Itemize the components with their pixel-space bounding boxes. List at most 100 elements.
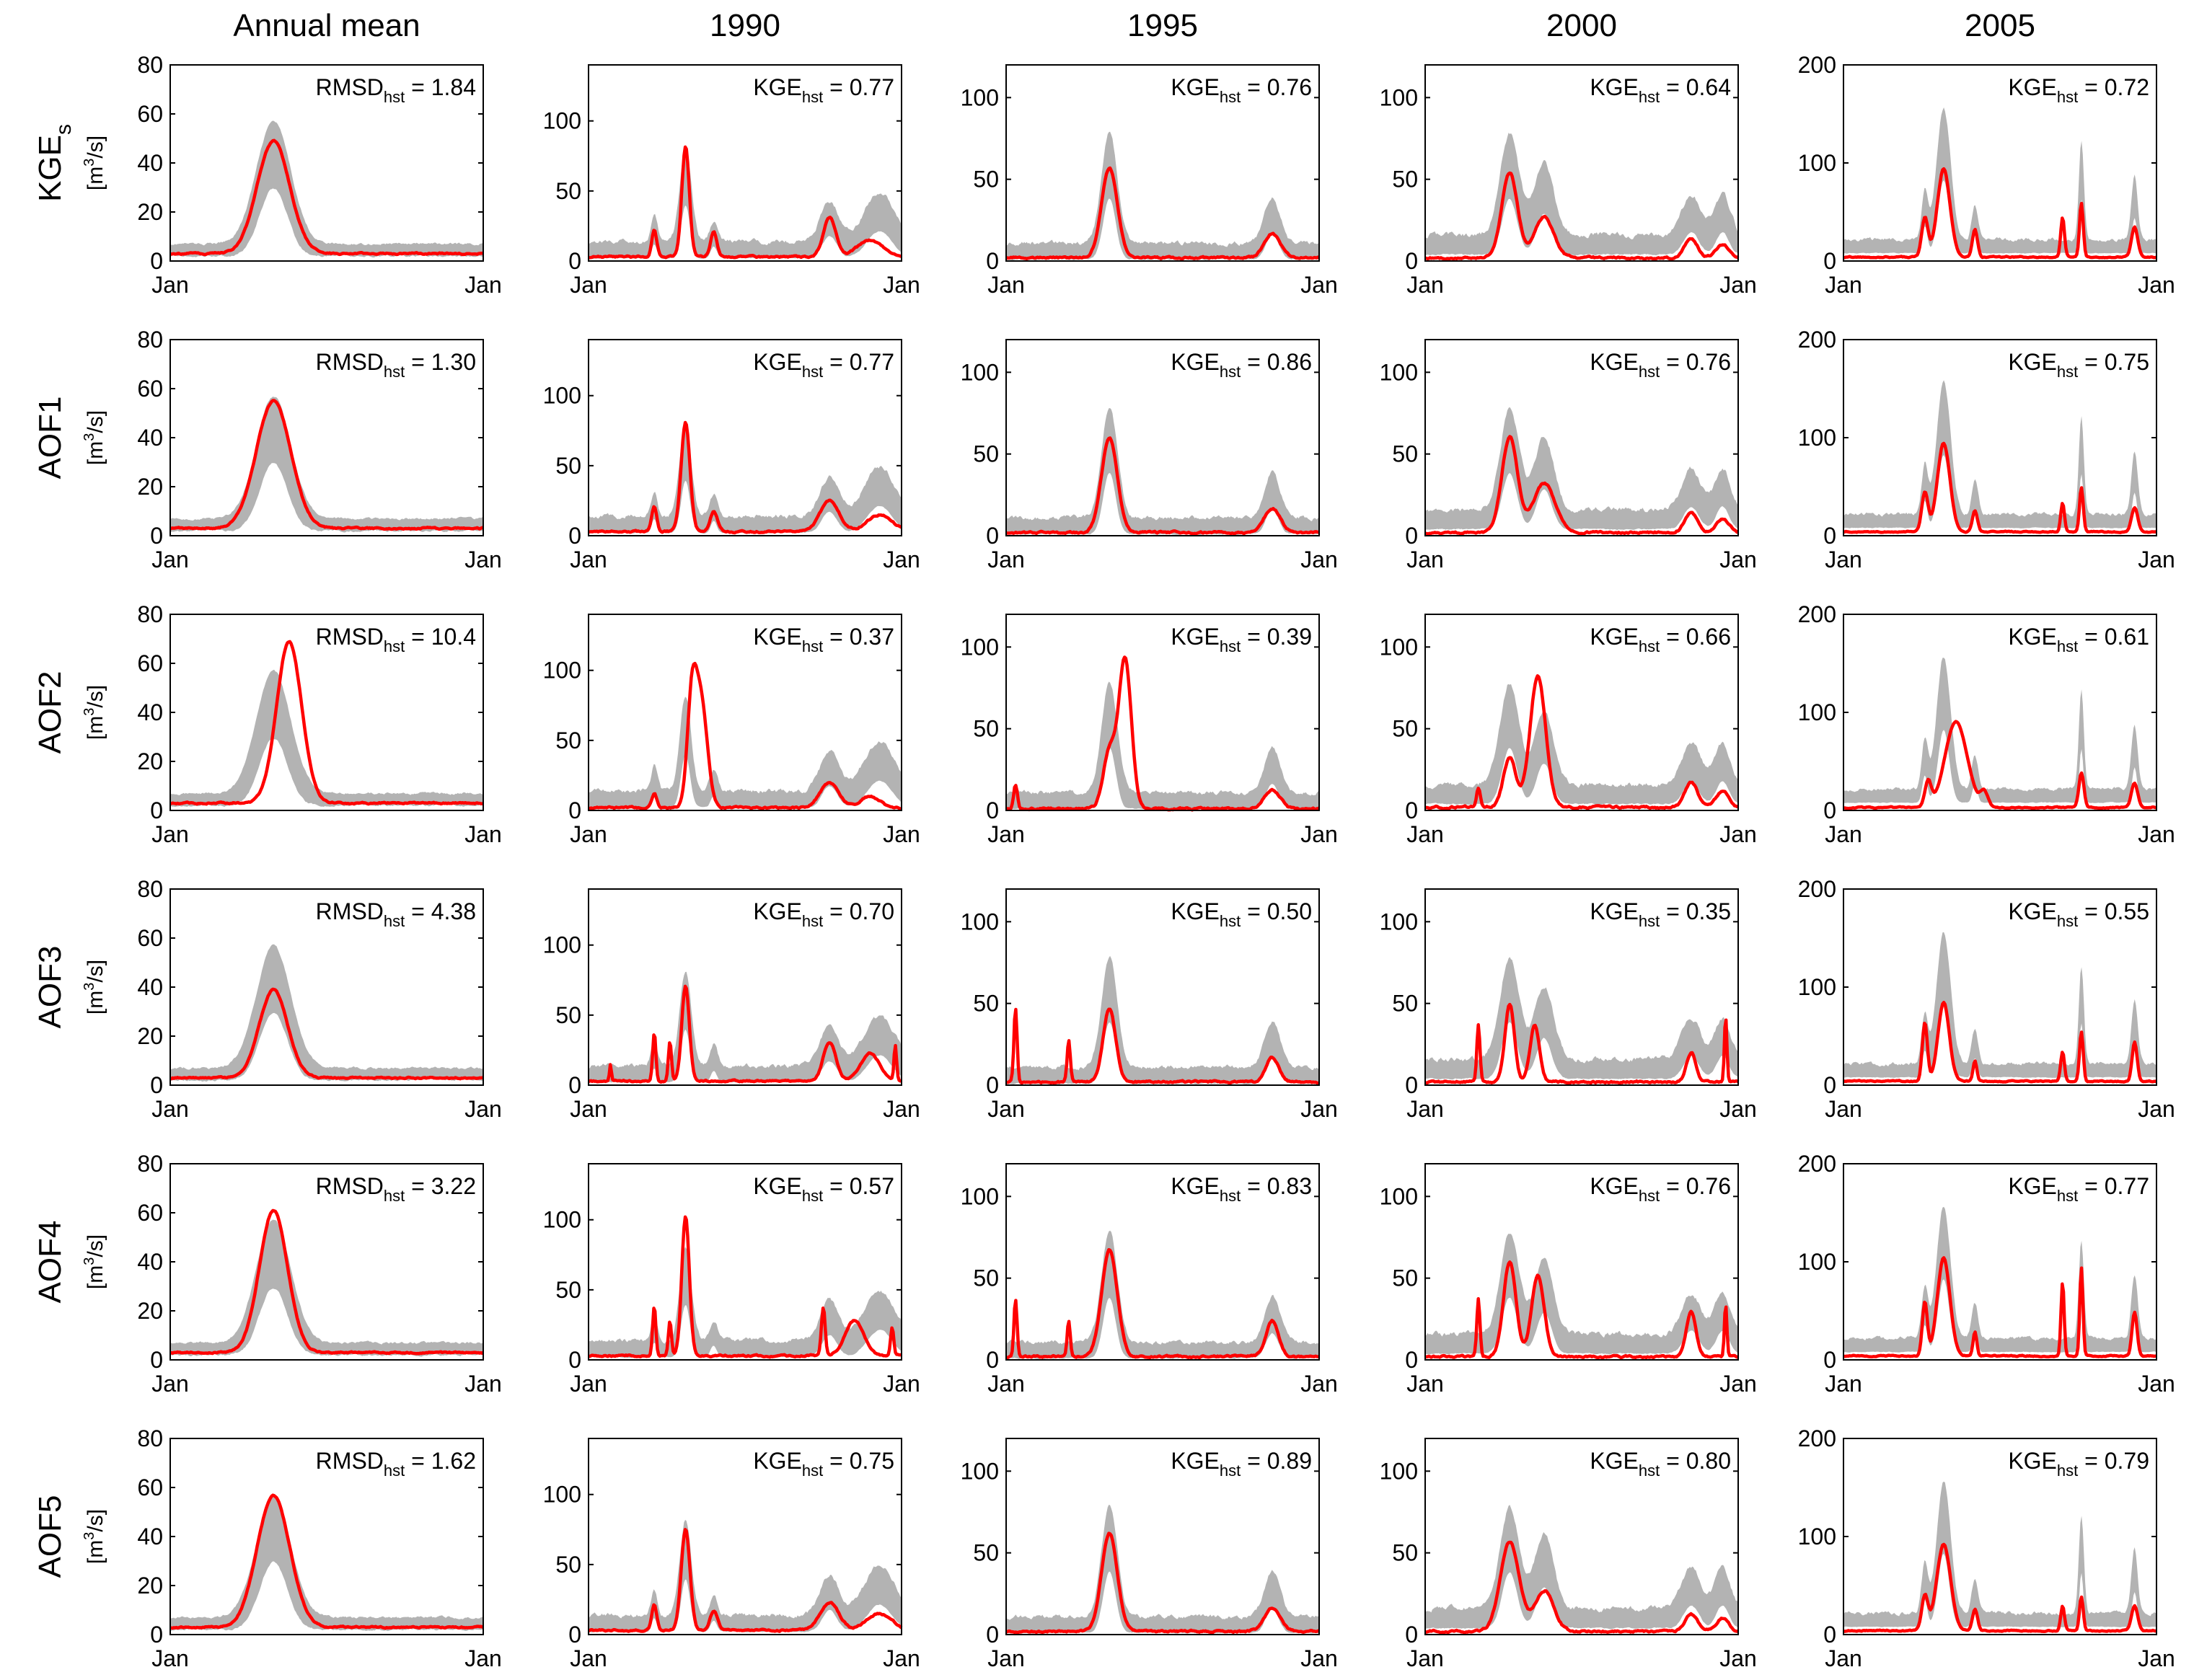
metric-subscript: hst [2057, 363, 2078, 381]
panel-r5-c0: 0 20 40 60 80 Jan Jan RMSDhst = 1.62 [137, 1425, 501, 1671]
y-axis-label-text: [m3/s] [81, 1509, 107, 1564]
x-tick-label: Jan [151, 1645, 189, 1671]
x-tick-label: Jan [2138, 1645, 2175, 1671]
y-tick-label: 100 [1380, 1183, 1418, 1209]
y-tick-label: 50 [555, 1277, 581, 1303]
discharge-line [588, 1215, 902, 1359]
uncertainty-band [1425, 407, 1738, 531]
y-tick-label: 0 [150, 1072, 163, 1098]
discharge-line [588, 661, 902, 811]
metric-value: = 0.86 [1241, 349, 1312, 375]
x-tick-label: Jan [1825, 272, 1862, 298]
metric-subscript: hst [384, 88, 405, 106]
discharge-line [169, 987, 484, 1081]
y-axis-label: [m3/s] [81, 1234, 107, 1289]
discharge-line [169, 138, 484, 257]
uncertainty-band [170, 397, 483, 533]
panel-r5-c3: 0 50 100 Jan Jan KGEhst = 0.80 [1380, 1438, 1757, 1671]
y-tick-label: 60 [137, 925, 163, 951]
metric-subscript: hst [384, 363, 405, 381]
y-tick-label: 60 [137, 1475, 163, 1500]
metric-subscript: hst [1220, 637, 1241, 655]
panel-r4-c0: 0 20 40 60 80 Jan Jan RMSDhst = 3.22 [137, 1151, 501, 1397]
y-tick-label: 0 [568, 523, 581, 549]
x-tick-label: Jan [1406, 547, 1444, 572]
metric-value: = 0.66 [1660, 624, 1731, 650]
metric-subscript: hst [1639, 1462, 1660, 1480]
x-tick-label: Jan [570, 547, 607, 572]
panel-r2-c4: 0 100 200 Jan Jan KGEhst = 0.61 [1798, 601, 2175, 847]
x-tick-label: Jan [464, 272, 502, 298]
uncertainty-band [1425, 133, 1738, 256]
y-tick-label: 100 [543, 658, 581, 684]
metric-annotation: KGEhst = 0.80 [1590, 1448, 1731, 1480]
uncertainty-band [589, 1519, 902, 1633]
panel-r3-c0: 0 20 40 60 80 Jan Jan RMSDhst = 4.38 [137, 876, 501, 1122]
metric-annotation: KGEhst = 0.76 [1590, 349, 1731, 381]
panel-r2-c1: 0 50 100 Jan Jan KGEhst = 0.37 [543, 614, 920, 847]
discharge-line [1005, 436, 1320, 536]
uncertainty-band [1843, 1481, 2156, 1627]
metric-value: = 10.4 [405, 624, 476, 650]
axes-frame [1005, 888, 1320, 1086]
uncertainty-band [1425, 1234, 1738, 1355]
y-axis-label-superscript: 3 [81, 983, 97, 991]
y-axis-label-superscript: 3 [81, 1532, 97, 1540]
metric-value: = 0.76 [1660, 349, 1731, 375]
row-label-text: AOF2 [32, 671, 68, 754]
x-tick-label: Jan [2138, 272, 2175, 298]
metric-subscript: hst [2057, 88, 2078, 106]
x-tick-label: Jan [987, 821, 1025, 847]
discharge-line [169, 399, 484, 531]
y-tick-label: 100 [1798, 1524, 1836, 1549]
y-tick-label: 100 [1798, 974, 1836, 1000]
row-label: AOF5 [32, 1495, 68, 1578]
metric-annotation: KGEhst = 0.83 [1171, 1173, 1312, 1205]
y-tick-label: 0 [986, 797, 999, 823]
y-tick-label: 50 [973, 716, 999, 742]
y-axis-label: [m3/s] [81, 685, 107, 740]
y-tick-label: 100 [1380, 359, 1418, 385]
panel-r1-c4: 0 100 200 Jan Jan KGEhst = 0.75 [1798, 327, 2175, 572]
discharge-line [1843, 1256, 2157, 1359]
metric-annotation: RMSDhst = 1.62 [316, 1448, 476, 1480]
y-tick-label: 80 [137, 876, 163, 902]
y-tick-label: 20 [137, 474, 163, 500]
discharge-line [1843, 441, 2157, 534]
discharge-line [587, 1528, 903, 1633]
discharge-line [1843, 167, 2157, 260]
row-label-text: AOF5 [32, 1495, 68, 1578]
panel-r1-c3: 0 50 100 Jan Jan KGEhst = 0.76 [1380, 339, 1757, 572]
y-tick-label: 60 [137, 650, 163, 676]
y-tick-label: 0 [568, 248, 581, 274]
discharge-line [1424, 435, 1739, 536]
uncertainty-band [1006, 681, 1319, 810]
y-tick-label: 100 [961, 1183, 999, 1209]
y-tick-label: 200 [1798, 876, 1836, 902]
metric-value: = 0.61 [2078, 624, 2149, 650]
y-axis-label-superscript: 3 [81, 708, 97, 716]
panel-r5-c2: 0 50 100 Jan Jan KGEhst = 0.89 [961, 1438, 1338, 1671]
metric-annotation: KGEhst = 0.77 [753, 349, 894, 381]
row-label: KGEs [32, 124, 76, 202]
metric-subscript: hst [1639, 637, 1660, 655]
x-tick-label: Jan [2138, 1096, 2175, 1122]
x-tick-label: Jan [1300, 272, 1338, 298]
metric-value: = 0.89 [1241, 1448, 1312, 1474]
x-tick-label: Jan [1825, 821, 1862, 847]
y-tick-label: 100 [1380, 634, 1418, 660]
metric-subscript: hst [1639, 363, 1660, 381]
metric-value: = 0.50 [1241, 898, 1312, 924]
y-tick-label: 100 [543, 1482, 581, 1508]
panel-r5-c4: 0 100 200 Jan Jan KGEhst = 0.79 [1798, 1425, 2175, 1671]
panel-r4-c2: 0 50 100 Jan Jan KGEhst = 0.83 [961, 1163, 1338, 1397]
uncertainty-band [589, 148, 902, 260]
metric-annotation: RMSDhst = 1.84 [316, 74, 476, 106]
column-title: 1995 [1127, 8, 1198, 43]
metric-annotation: KGEhst = 0.57 [753, 1173, 894, 1205]
y-tick-label: 100 [1380, 84, 1418, 110]
y-tick-label: 0 [1823, 797, 1836, 823]
y-tick-label: 60 [137, 376, 163, 402]
y-tick-label: 50 [1392, 1265, 1418, 1291]
x-tick-label: Jan [1719, 821, 1757, 847]
